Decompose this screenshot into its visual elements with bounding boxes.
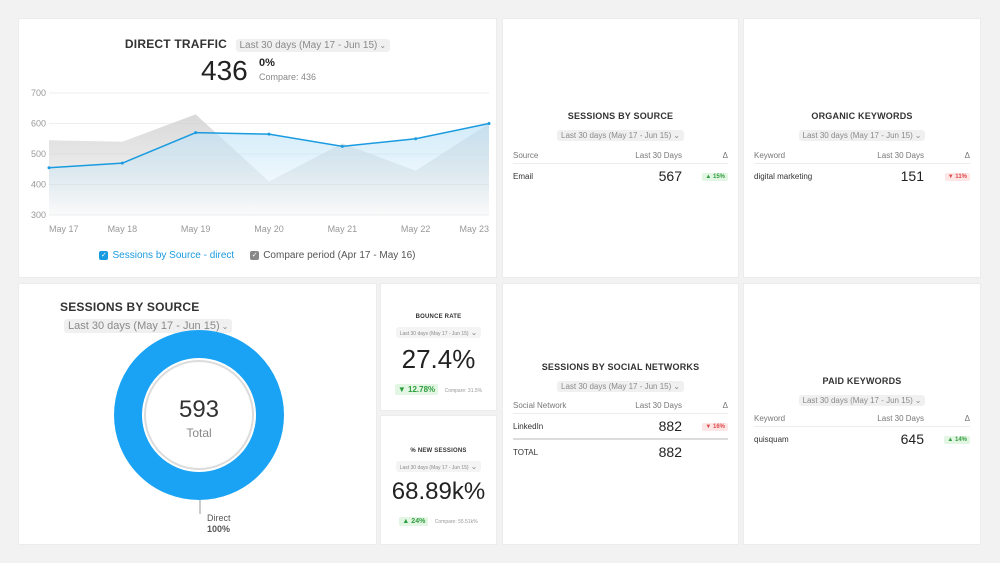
- period-dropdown[interactable]: Last 30 days (May 17 - Jun 15) ⌄: [557, 381, 684, 392]
- social-networks-widget: SESSIONS BY SOCIAL NETWORKS Last 30 days…: [502, 283, 739, 545]
- x-tick-label: May 19: [181, 224, 211, 234]
- x-tick-label: May 20: [254, 224, 284, 234]
- metric-compare: Compare: 55.51k%: [434, 519, 478, 525]
- organic-keywords-widget: ORGANIC KEYWORDS Last 30 days (May 17 - …: [743, 18, 981, 278]
- table-total-row: TOTAL 882: [513, 444, 682, 460]
- chevron-down-icon: ⌄: [914, 396, 922, 405]
- data-point: [194, 131, 198, 135]
- data-table: Keyword Last 30 Days Δ quisquam 645 ▲ 14…: [754, 410, 970, 451]
- chevron-down-icon: ⌄: [914, 131, 922, 140]
- table-row[interactable]: digital marketing 151 ▼ 11%: [754, 164, 970, 188]
- metric-compare: Compare: 436: [259, 72, 317, 82]
- widget-title: SESSIONS BY SOCIAL NETWORKS: [541, 362, 700, 372]
- change-badge: ▲ 24%: [399, 517, 429, 526]
- widget-title: PAID KEYWORDS: [822, 376, 902, 386]
- donut-inner-ring: [144, 360, 254, 470]
- y-tick-label: 400: [31, 180, 46, 190]
- table-row[interactable]: quisquam 645 ▲ 14%: [754, 427, 970, 451]
- delta-badge: ▲ 14%: [944, 436, 970, 444]
- table-header: Social Network Last 30 Days Δ: [513, 397, 728, 414]
- chevron-down-icon: ⌄: [379, 41, 387, 50]
- data-point: [340, 144, 344, 148]
- chevron-down-icon: ⌄: [470, 328, 478, 337]
- metric-value: 27.4%: [401, 344, 476, 374]
- delta-badge: ▼ 11%: [944, 173, 970, 181]
- table-row[interactable]: Email 567 ▲ 15%: [513, 164, 728, 188]
- delta-badge: ▼ 16%: [702, 423, 728, 431]
- sessions-donut-chart: [114, 330, 284, 514]
- chevron-down-icon: ⌄: [221, 322, 229, 331]
- slice-percent: 100%: [207, 524, 231, 534]
- y-tick-label: 600: [31, 119, 46, 129]
- period-dropdown[interactable]: Last 30 days (May 17 - Jun 15) ⌄: [64, 319, 233, 333]
- metric-compare: Compare: 31.5%: [444, 388, 483, 394]
- period-dropdown[interactable]: Last 30 days (May 17 - Jun 15) ⌄: [557, 130, 684, 141]
- bounce-rate-widget: BOUNCE RATE Last 30 days (May 17 - Jun 1…: [380, 283, 497, 411]
- y-tick-label: 300: [31, 210, 46, 220]
- metric-value: 68.89k%: [391, 478, 486, 505]
- chart-legend: ✓ Sessions by Source - direct ✓ Compare pe…: [19, 250, 496, 261]
- data-table: Keyword Last 30 Days Δ digital marketing…: [754, 147, 970, 188]
- donut-slice-direct[interactable]: [114, 330, 284, 500]
- checkbox-checked-icon: ✓: [250, 250, 260, 260]
- x-tick-label: May 23: [459, 224, 489, 234]
- current-series-area: [49, 123, 489, 215]
- donut-total-label: Total: [186, 426, 212, 440]
- sessions-by-source-table-widget: SESSIONS BY SOURCE Last 30 days (May 17 …: [502, 18, 739, 278]
- widget-title: SESSIONS BY SOURCE: [567, 111, 674, 121]
- data-point: [267, 132, 271, 136]
- x-tick-label: May 17: [49, 224, 79, 234]
- widget-title: BOUNCE RATE: [415, 314, 462, 320]
- y-tick-label: 700: [31, 88, 46, 98]
- period-dropdown[interactable]: Last 30 days (May 17 - Jun 15) ⌄: [798, 395, 926, 406]
- delta-badge: ▲ 15%: [702, 173, 728, 181]
- data-point: [120, 161, 124, 165]
- change-badge: ▼ 12.78%: [394, 384, 439, 395]
- direct-traffic-widget: DIRECT TRAFFIC Last 30 days (May 17 - Ju…: [18, 18, 497, 278]
- data-table: Social Network Last 30 Days Δ LinkedIn 8…: [513, 397, 728, 464]
- paid-keywords-widget: PAID KEYWORDS Last 30 days (May 17 - Jun…: [743, 283, 981, 545]
- donut-total: 593: [178, 396, 220, 423]
- metric-change: 0%: [259, 57, 275, 69]
- legend-item-current[interactable]: ✓ Sessions by Source - direct: [99, 250, 235, 261]
- chevron-down-icon: ⌄: [673, 131, 680, 140]
- period-dropdown[interactable]: Last 30 days (May 17 - Jun 15) ⌄: [395, 327, 482, 338]
- table-header: Source Last 30 Days Δ: [513, 147, 728, 164]
- checkbox-checked-icon: ✓: [99, 250, 109, 260]
- data-point: [47, 166, 51, 170]
- widget-title: % NEW SESSIONS: [410, 448, 467, 454]
- period-dropdown[interactable]: Last 30 days (May 17 - Jun 15) ⌄: [235, 39, 391, 52]
- period-dropdown[interactable]: Last 30 days (May 17 - Jun 15) ⌄: [395, 461, 482, 472]
- metric-value: 436: [201, 55, 248, 86]
- table-header: Keyword Last 30 Days Δ: [754, 147, 970, 164]
- data-table: Source Last 30 Days Δ Email 567 ▲ 15%: [513, 147, 728, 188]
- x-tick-label: May 18: [108, 224, 138, 234]
- widget-title: SESSIONS BY SOURCE: [60, 300, 200, 314]
- new-sessions-widget: % NEW SESSIONS Last 30 days (May 17 - Ju…: [380, 415, 497, 545]
- slice-label: Direct: [207, 513, 231, 523]
- chevron-down-icon: ⌄: [673, 382, 680, 391]
- legend-item-compare[interactable]: ✓ Compare period (Apr 17 - May 16): [250, 250, 416, 261]
- table-row[interactable]: LinkedIn 882 ▼ 16%: [513, 414, 728, 440]
- table-header: Keyword Last 30 Days Δ: [754, 410, 970, 427]
- data-point: [487, 122, 491, 125]
- x-tick-label: May 22: [401, 224, 431, 234]
- chevron-down-icon: ⌄: [470, 462, 478, 471]
- y-tick-label: 500: [31, 149, 46, 159]
- data-point: [414, 137, 418, 141]
- widget-title: DIRECT TRAFFIC: [124, 37, 228, 51]
- x-tick-label: May 21: [328, 224, 358, 234]
- sessions-by-source-donut-widget: SESSIONS BY SOURCE Last 30 days (May 17 …: [18, 283, 377, 545]
- period-dropdown[interactable]: Last 30 days (May 17 - Jun 15) ⌄: [798, 130, 926, 141]
- widget-title: ORGANIC KEYWORDS: [811, 111, 913, 121]
